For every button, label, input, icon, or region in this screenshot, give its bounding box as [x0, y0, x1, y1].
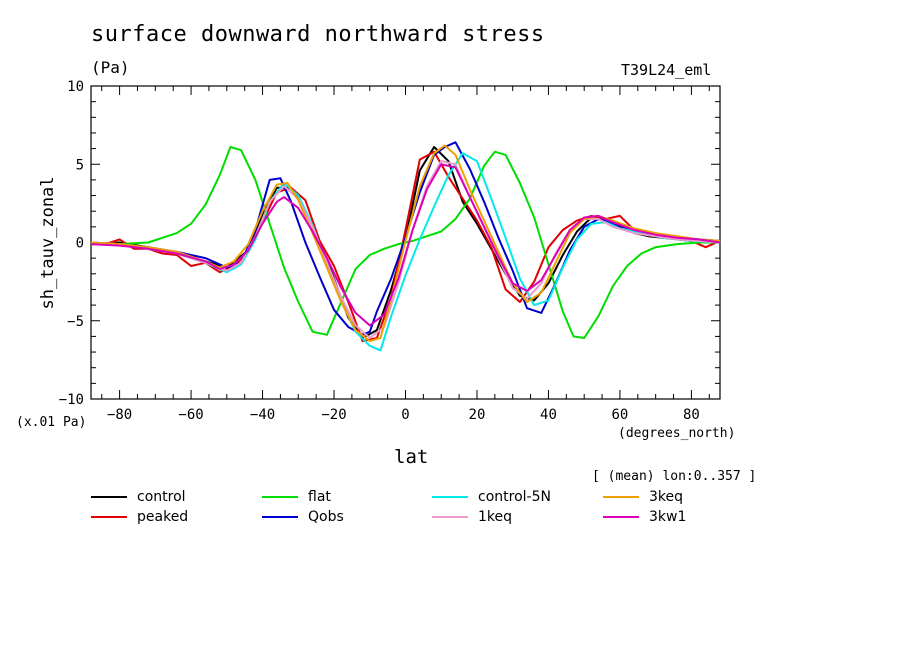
legend-label: flat [308, 489, 331, 505]
legend-item-qobs: Qobs [262, 508, 344, 526]
legend-swatch [432, 516, 468, 518]
legend-swatch [603, 496, 639, 498]
x-tick-label: −20 [321, 407, 346, 423]
x-tick-label: 60 [612, 407, 629, 423]
x-tick-label: −60 [178, 407, 203, 423]
mean-label: [ (mean) lon:0..357 ] [592, 469, 757, 484]
units-label: (Pa) [91, 58, 130, 77]
x-tick-label: −40 [250, 407, 275, 423]
legend-label: 3keq [649, 489, 684, 505]
y-scale-label: (x.01 Pa) [16, 415, 87, 430]
y-tick-label: 10 [67, 79, 84, 95]
y-tick-label: −5 [67, 314, 84, 330]
x-tick-label: 0 [401, 407, 409, 423]
legend-swatch [262, 496, 298, 498]
legend-label: peaked [137, 509, 189, 525]
legend-swatch [262, 516, 298, 518]
legend-swatch [91, 496, 127, 498]
legend-swatch [603, 516, 639, 518]
legend-swatch [91, 516, 127, 518]
x-axis-label: lat [394, 446, 429, 468]
x-tick-label: 20 [469, 407, 486, 423]
legend-swatch [432, 496, 468, 498]
legend-item-1keq: 1keq [432, 508, 512, 526]
y-tick-label: 0 [76, 236, 84, 252]
legend-label: control-5N [478, 489, 551, 505]
legend-label: 1keq [478, 509, 513, 525]
y-tick-label: −10 [59, 392, 84, 408]
series-line-peaked [91, 150, 721, 343]
legend-item-control-5n: control-5N [432, 488, 551, 506]
legend-label: control [137, 489, 186, 505]
x-tick-label: 40 [540, 407, 557, 423]
legend-item-peaked: peaked [91, 508, 188, 526]
legend-label: 3kw1 [649, 509, 687, 525]
x-units-label: (degrees_north) [618, 426, 736, 441]
legend-label: Qobs [308, 509, 344, 525]
legend-item-3kw1: 3kw1 [603, 508, 686, 526]
legend-item-flat: flat [262, 488, 331, 506]
legend-item-3keq: 3keq [603, 488, 683, 506]
x-tick-label: −80 [107, 407, 132, 423]
x-tick-label: 80 [683, 407, 700, 423]
model-label: T39L24_eml [621, 61, 712, 79]
legend-item-control: control [91, 488, 186, 506]
chart-title: surface downward northward stress [91, 22, 545, 47]
series-line-3kw1 [90, 163, 721, 327]
series-line-3keq [90, 144, 721, 343]
y-tick-label: 5 [76, 157, 84, 173]
series-line-1keq [90, 160, 721, 339]
